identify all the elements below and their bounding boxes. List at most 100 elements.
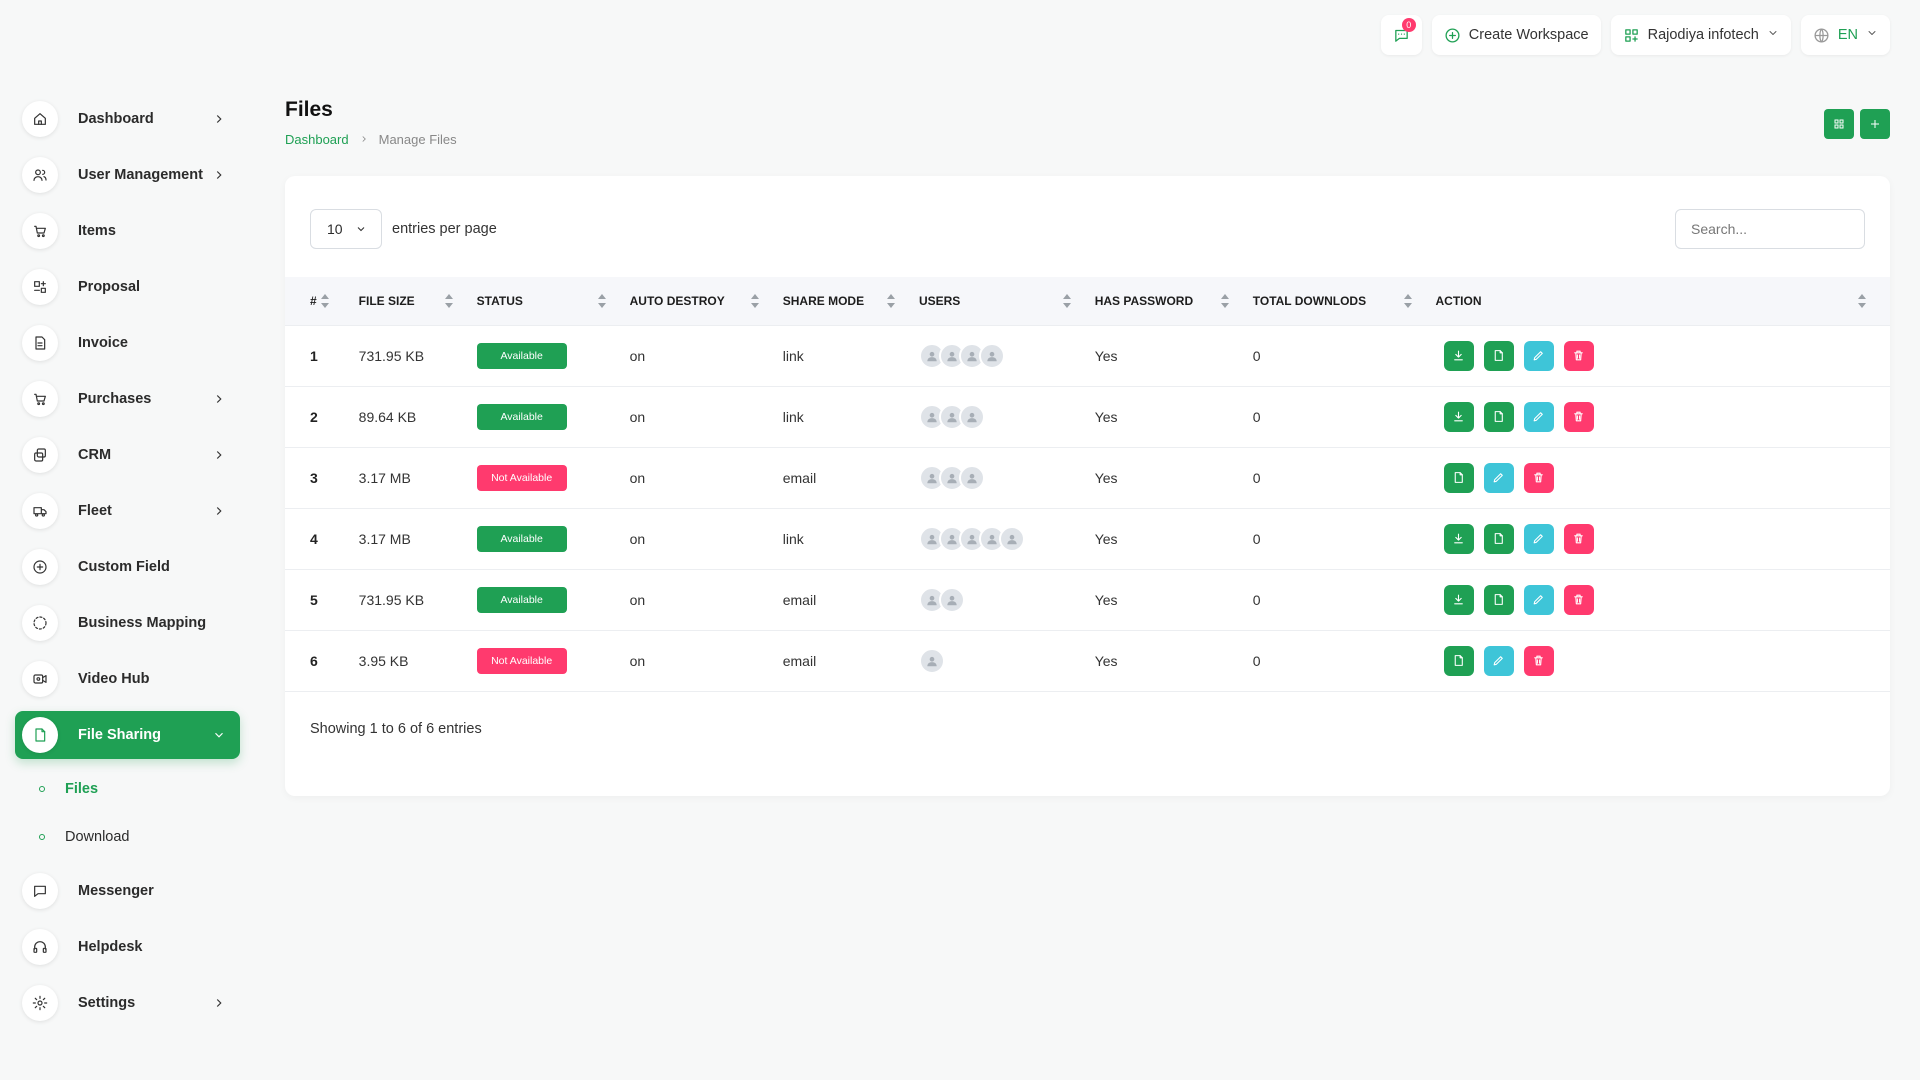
sidebar-item-business-mapping[interactable]: Business Mapping: [15, 599, 240, 647]
column-header[interactable]: USERS: [919, 277, 1095, 325]
notification-count-badge: 0: [1401, 18, 1416, 32]
view-file-button[interactable]: [1443, 645, 1474, 676]
sidebar-item-fleet[interactable]: Fleet: [15, 487, 240, 535]
edit-button[interactable]: [1483, 462, 1514, 493]
sidebar-item-custom-field[interactable]: Custom Field: [15, 543, 240, 591]
sidebar-item-purchases[interactable]: Purchases: [15, 375, 240, 423]
grid-view-button[interactable]: [1824, 109, 1854, 139]
users-icon-wrap: [22, 157, 58, 193]
status-cell: Available: [476, 508, 630, 569]
crm-icon-wrap: [22, 437, 58, 473]
view-file-button[interactable]: [1483, 401, 1514, 432]
file-size: 3.17 MB: [358, 469, 411, 486]
user-avatar[interactable]: [918, 647, 945, 674]
row-index: 6: [310, 652, 318, 669]
user-avatar[interactable]: [958, 403, 985, 430]
user-avatars: [918, 647, 1095, 674]
row-index: 4: [310, 530, 318, 547]
sidebar-item-helpdesk[interactable]: Helpdesk: [15, 923, 240, 971]
search-input[interactable]: [1675, 209, 1865, 249]
download-button[interactable]: [1443, 340, 1474, 371]
sidebar-item-label: Messenger: [78, 883, 154, 899]
sidebar-item-label: Video Hub: [78, 671, 150, 687]
column-header[interactable]: HAS PASSWORD: [1095, 277, 1253, 325]
trash-icon: [1574, 594, 1583, 605]
table-row: 5 731.95 KB Available on email Yes 0: [285, 569, 1890, 630]
chevron-down-icon: [357, 227, 365, 232]
sidebar-item-settings[interactable]: Settings: [15, 979, 240, 1027]
table-row: 4 3.17 MB Available on link Yes 0: [285, 508, 1890, 569]
column-header[interactable]: #: [285, 277, 359, 325]
download-button[interactable]: [1443, 584, 1474, 615]
column-header[interactable]: AUTO DESTROY: [630, 277, 783, 325]
delete-button[interactable]: [1523, 645, 1554, 676]
user-avatar[interactable]: [998, 525, 1025, 552]
sidebar-item-items[interactable]: Items: [15, 207, 240, 255]
delete-button[interactable]: [1563, 584, 1594, 615]
edit-button[interactable]: [1523, 523, 1554, 554]
delete-button[interactable]: [1563, 523, 1594, 554]
language-dropdown[interactable]: EN: [1800, 15, 1890, 55]
proposal-icon: [34, 281, 46, 293]
table-controls: 10 entries per page: [310, 209, 1865, 249]
column-header[interactable]: FILE SIZE: [359, 277, 477, 325]
sidebar-item-invoice[interactable]: Invoice: [15, 319, 240, 367]
sidebar-item-file-sharing[interactable]: File Sharing: [15, 711, 240, 759]
edit-button[interactable]: [1483, 645, 1514, 676]
column-header[interactable]: SHARE MODE: [783, 277, 919, 325]
sidebar: Dashboard User Management Items Proposal Inv…: [0, 0, 260, 1080]
row-index: 2: [310, 408, 318, 425]
sidebar-item-dashboard[interactable]: Dashboard: [15, 95, 240, 143]
edit-button[interactable]: [1523, 401, 1554, 432]
view-file-button[interactable]: [1443, 462, 1474, 493]
page-title: Files: [285, 98, 333, 121]
edit-button[interactable]: [1523, 584, 1554, 615]
column-header-label: ACTION: [1435, 293, 1482, 308]
add-file-button[interactable]: [1860, 109, 1890, 139]
status-cell: Not Available: [476, 630, 630, 691]
file-icon: [1494, 411, 1503, 422]
row-index: 5: [310, 591, 318, 608]
delete-button[interactable]: [1523, 462, 1554, 493]
download-icon: [1454, 411, 1463, 422]
download-button[interactable]: [1443, 523, 1474, 554]
sidebar-item-messenger[interactable]: Messenger: [15, 867, 240, 915]
sidebar-item-proposal[interactable]: Proposal: [15, 263, 240, 311]
bullet-icon: [39, 834, 45, 840]
view-file-button[interactable]: [1483, 584, 1514, 615]
truck-icon-wrap: [22, 493, 58, 529]
sidebar-subitem-download[interactable]: Download: [15, 813, 240, 861]
column-header[interactable]: ACTION: [1436, 277, 1891, 325]
delete-button[interactable]: [1563, 340, 1594, 371]
sidebar-item-label: Business Mapping: [78, 615, 207, 631]
sidebar-item-video-hub[interactable]: Video Hub: [15, 655, 240, 703]
sidebar-item-crm[interactable]: CRM: [15, 431, 240, 479]
user-avatars: [918, 464, 1095, 491]
status-badge: Available: [476, 342, 567, 369]
file-icon: [1494, 533, 1503, 544]
invoice-icon: [35, 336, 46, 350]
workspace-dropdown[interactable]: Rajodiya infotech: [1610, 15, 1791, 55]
header-actions: [1824, 109, 1890, 139]
entries-per-page-select[interactable]: 10: [310, 209, 382, 249]
trash-icon: [1574, 350, 1583, 361]
sidebar-item-user-management[interactable]: User Management: [15, 151, 240, 199]
view-file-button[interactable]: [1483, 523, 1514, 554]
top-bar: 0 Create Workspace Rajodiya infotech EN: [1380, 15, 1890, 55]
edit-button[interactable]: [1523, 340, 1554, 371]
user-avatar[interactable]: [978, 342, 1005, 369]
delete-button[interactable]: [1563, 401, 1594, 432]
column-header[interactable]: STATUS: [477, 277, 630, 325]
notifications-button[interactable]: 0: [1380, 15, 1422, 55]
total-downloads: 0: [1252, 652, 1261, 669]
sidebar-item-label: Dashboard: [78, 111, 154, 127]
user-avatar[interactable]: [938, 586, 965, 613]
create-workspace-button[interactable]: Create Workspace: [1431, 15, 1601, 55]
breadcrumb-dashboard-link[interactable]: Dashboard: [285, 132, 349, 147]
sidebar-subitem-files[interactable]: Files: [15, 765, 240, 813]
column-header[interactable]: TOTAL DOWNLODS: [1253, 277, 1436, 325]
download-button[interactable]: [1443, 401, 1474, 432]
row-actions: [1443, 401, 1891, 432]
view-file-button[interactable]: [1483, 340, 1514, 371]
user-avatar[interactable]: [958, 464, 985, 491]
